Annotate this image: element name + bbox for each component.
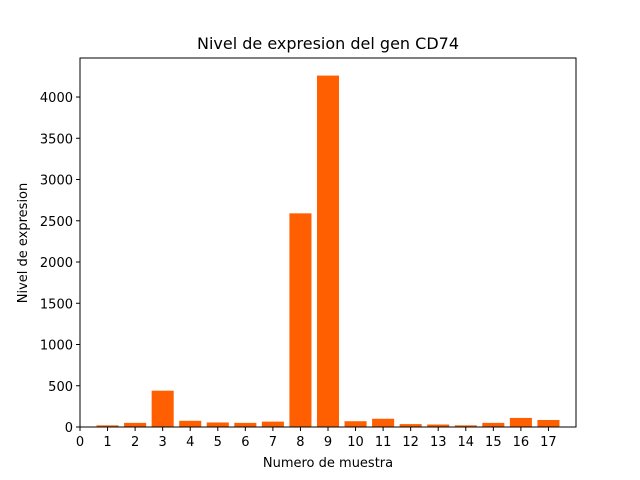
x-tick-label: 11 [375,435,392,450]
x-tick-label: 9 [324,435,332,450]
bar-sample-7 [261,421,284,427]
bar-sample-4 [179,420,202,427]
x-tick-label: 3 [159,435,167,450]
y-tick-label: 1000 [40,339,73,354]
x-tick-label: 8 [296,435,304,450]
bar-sample-6 [234,422,257,427]
bar-sample-16 [509,417,532,427]
x-tick-label: 12 [402,435,419,450]
y-tick-label: 3000 [40,174,73,189]
x-tick-label: 15 [485,435,502,450]
bar-sample-17 [537,419,560,427]
bars-group [96,75,560,428]
x-tick-label: 14 [458,435,475,450]
x-tick-label: 10 [347,435,364,450]
x-tick-label: 4 [186,435,194,450]
y-tick-label: 0 [65,421,73,436]
x-tick-label: 0 [76,435,84,450]
x-tick-label: 6 [241,435,249,450]
x-tick-label: 1 [103,435,111,450]
y-tick-label: 1500 [40,297,73,312]
y-axis: 0 500 1000 1500 2000 2500 3000 3500 4000 [40,91,80,436]
bar-sample-1 [96,425,119,427]
chart-title: Nivel de expresion del gen CD74 [197,34,459,53]
bar-sample-2 [124,422,147,427]
x-tick-label: 16 [513,435,530,450]
bar-sample-14 [454,425,477,427]
x-tick-label: 2 [131,435,139,450]
y-tick-label: 4000 [40,91,73,106]
bar-sample-10 [344,421,367,427]
bar-sample-5 [206,422,229,427]
x-tick-label: 7 [269,435,277,450]
bar-sample-9 [316,75,340,428]
y-tick-label: 500 [48,380,73,395]
y-tick-label: 2500 [40,215,73,230]
y-tick-label: 2000 [40,256,73,271]
bar-sample-3 [151,390,174,427]
bar-sample-13 [427,424,450,427]
x-tick-label: 13 [430,435,447,450]
bar-sample-8 [289,213,312,427]
x-axis: 0 1 2 3 4 5 6 7 8 9 10 11 12 13 14 15 16 17 [76,427,557,450]
bar-sample-11 [372,418,395,427]
x-tick-label: 17 [540,435,557,450]
bar-sample-12 [399,424,422,427]
bar-sample-15 [482,422,505,427]
y-tick-label: 3500 [40,132,73,147]
y-axis-label: Nivel de expresion [16,183,31,304]
x-axis-label: Numero de muestra [263,456,393,471]
x-tick-label: 5 [214,435,222,450]
